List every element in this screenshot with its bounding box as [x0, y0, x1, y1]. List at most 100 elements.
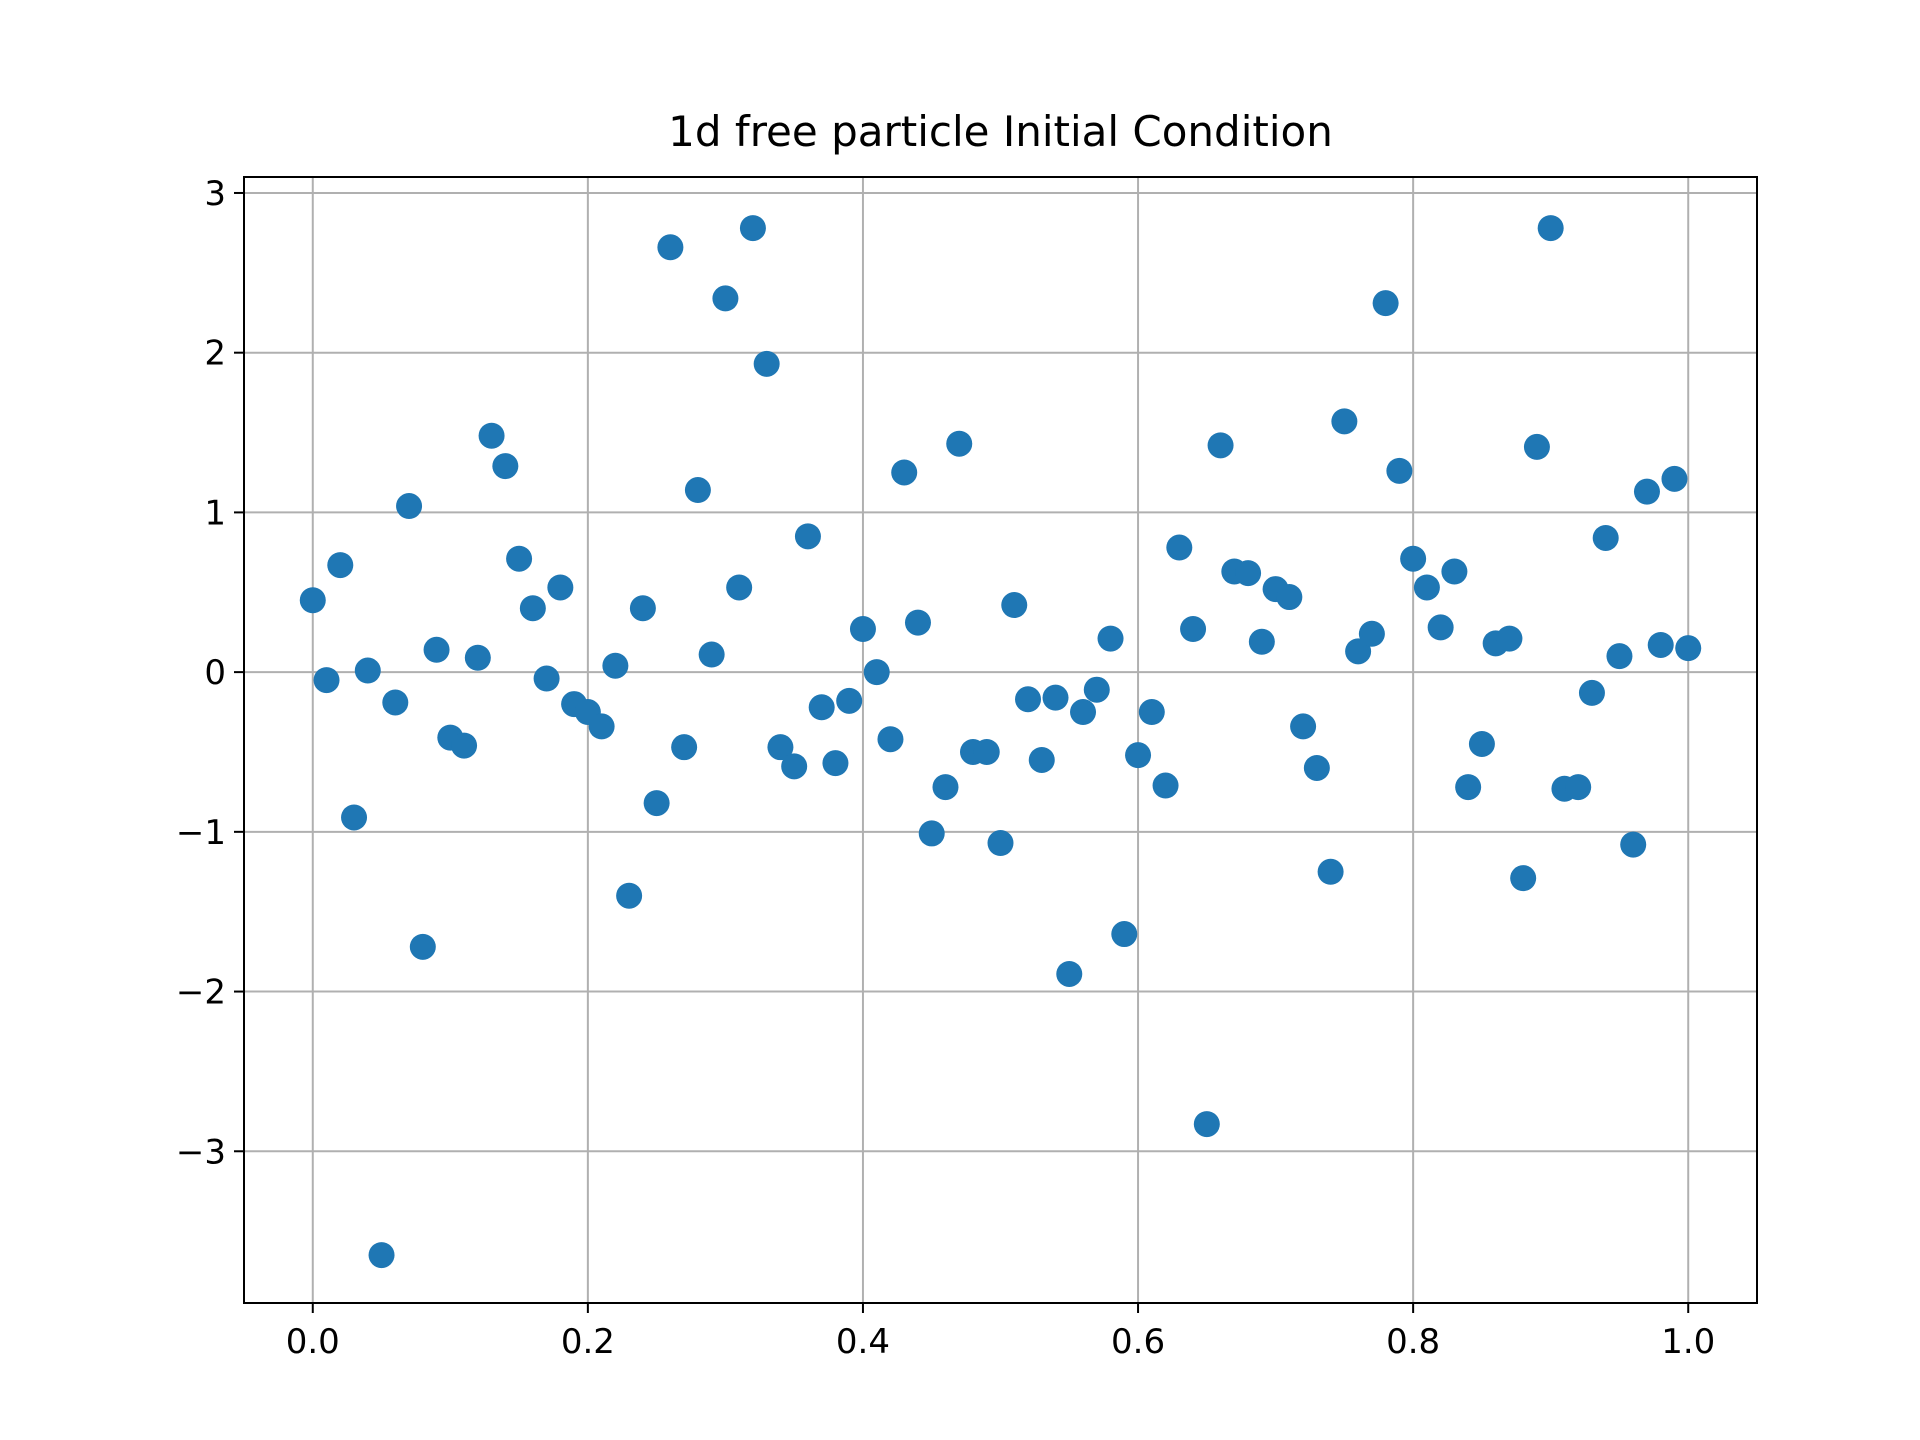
- data-point: [904, 609, 931, 636]
- data-point: [1235, 560, 1262, 587]
- data-point: [863, 659, 890, 686]
- data-point: [1510, 865, 1537, 892]
- data-point: [822, 750, 849, 777]
- data-point: [354, 657, 381, 684]
- data-point: [547, 574, 574, 601]
- data-point: [1441, 558, 1468, 585]
- data-point: [616, 882, 643, 909]
- data-point: [1125, 742, 1152, 769]
- data-point: [973, 738, 1000, 765]
- x-tick-label: 0.0: [286, 1322, 340, 1362]
- data-point: [836, 687, 863, 714]
- data-point: [1345, 638, 1372, 665]
- data-point: [1028, 746, 1055, 773]
- data-point: [877, 726, 904, 753]
- data-point: [478, 422, 505, 449]
- data-point: [1496, 625, 1523, 652]
- data-point: [1138, 699, 1165, 726]
- data-point: [533, 665, 560, 692]
- data-point: [1248, 628, 1275, 655]
- data-point: [1166, 534, 1193, 561]
- y-tick-label: −1: [176, 813, 226, 853]
- data-point: [946, 430, 973, 457]
- data-point: [1386, 457, 1413, 484]
- y-tick-label: 2: [204, 334, 226, 374]
- chart-title: 1d free particle Initial Condition: [668, 107, 1333, 156]
- data-point: [1317, 858, 1344, 885]
- data-point: [313, 667, 340, 694]
- data-point: [726, 574, 753, 601]
- data-point: [451, 732, 478, 759]
- data-point: [1647, 631, 1674, 658]
- data-point: [602, 652, 629, 679]
- y-tick-label: 3: [204, 174, 226, 214]
- data-point: [1400, 545, 1427, 572]
- plot-area-frame: [243, 176, 1758, 1304]
- data-point: [739, 215, 766, 242]
- data-point: [808, 694, 835, 721]
- data-point: [396, 493, 423, 520]
- data-point: [1180, 615, 1207, 642]
- data-point: [1097, 625, 1124, 652]
- data-point: [1675, 635, 1702, 662]
- data-point: [1620, 831, 1647, 858]
- data-point: [698, 641, 725, 668]
- data-point: [1578, 679, 1605, 706]
- data-point: [423, 636, 450, 663]
- y-tick-label: 1: [204, 493, 226, 533]
- data-point: [671, 734, 698, 761]
- data-point: [409, 933, 436, 960]
- data-point: [299, 587, 326, 614]
- data-point: [753, 350, 780, 377]
- data-point: [891, 459, 918, 486]
- data-point: [341, 804, 368, 831]
- x-tick-label: 1.0: [1661, 1322, 1715, 1362]
- data-point: [1083, 676, 1110, 703]
- x-tick-label: 0.8: [1386, 1322, 1440, 1362]
- data-point: [1372, 290, 1399, 317]
- data-point: [767, 734, 794, 761]
- grid-lines: [244, 177, 1757, 1303]
- data-point: [684, 477, 711, 504]
- data-point: [1070, 699, 1097, 726]
- data-point: [382, 689, 409, 716]
- data-point: [1633, 478, 1660, 505]
- data-point: [519, 595, 546, 622]
- data-point: [588, 713, 615, 740]
- data-point: [1565, 774, 1592, 801]
- data-point: [1331, 408, 1358, 435]
- data-point: [781, 753, 808, 780]
- data-point: [327, 552, 354, 579]
- data-point: [1015, 686, 1042, 713]
- data-point: [849, 615, 876, 642]
- data-point: [1592, 524, 1619, 551]
- data-point: [1207, 432, 1234, 459]
- x-tick-label: 0.4: [836, 1322, 890, 1362]
- axis-ticks: 0.0 0.2 0.4 0.6 0.8 1.0 3 2 1 0 −1 −2 −3: [176, 174, 1715, 1362]
- data-point: [712, 285, 739, 312]
- data-point: [1455, 774, 1482, 801]
- data-point: [1001, 592, 1028, 619]
- data-point: [1661, 465, 1688, 492]
- data-point: [932, 774, 959, 801]
- x-tick-label: 0.6: [1111, 1322, 1165, 1362]
- x-tick-label: 0.2: [561, 1322, 615, 1362]
- data-point: [629, 595, 656, 622]
- data-point: [643, 790, 670, 817]
- data-point: [1111, 921, 1138, 948]
- y-tick-label: −3: [176, 1132, 226, 1172]
- data-point: [1152, 772, 1179, 799]
- data-point: [1468, 730, 1495, 757]
- data-points: [299, 215, 1702, 1269]
- data-point: [506, 545, 533, 572]
- data-point: [1042, 684, 1069, 711]
- data-point: [918, 820, 945, 847]
- data-point: [1290, 713, 1317, 740]
- data-point: [1606, 643, 1633, 670]
- y-tick-label: −2: [176, 973, 226, 1013]
- data-point: [1523, 433, 1550, 460]
- data-point: [1413, 574, 1440, 601]
- data-point: [1056, 960, 1083, 987]
